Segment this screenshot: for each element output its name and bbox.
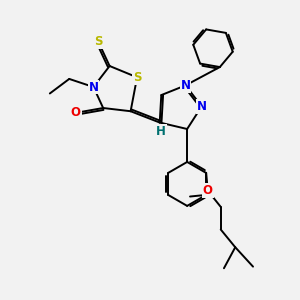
Text: N: N [197,100,207,113]
Text: O: O [203,184,213,197]
Text: O: O [71,106,81,119]
Text: S: S [133,71,141,84]
Text: H: H [156,125,166,138]
Text: N: N [88,80,98,94]
Text: S: S [94,35,103,48]
Text: N: N [181,79,190,92]
